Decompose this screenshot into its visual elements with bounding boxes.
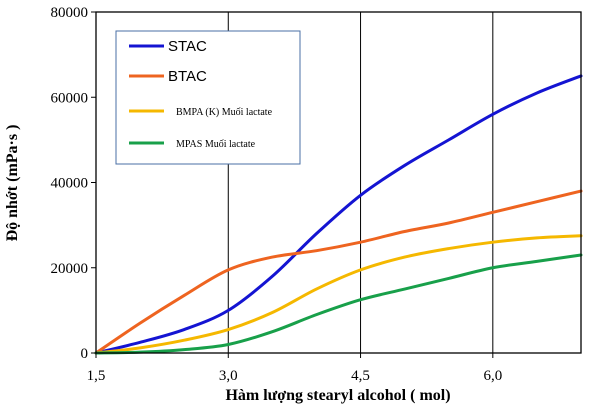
x-tick-label-0: 1,5 (87, 368, 106, 384)
legend-label-3: MPAS Muối lactate (176, 139, 256, 150)
series-line-2 (94, 234, 583, 355)
y-tick-label-0: 0 (81, 346, 89, 362)
x-tick-label-2: 4,5 (351, 368, 370, 384)
series-line-1 (94, 189, 583, 355)
x-axis-title: Hàm lượng stearyl alcohol ( mol) (225, 387, 450, 404)
legend-label-1: BTAC (168, 68, 207, 85)
series-lines (94, 74, 583, 355)
y-tick-labels: 0 20000 40000 60000 80000 (51, 5, 96, 362)
x-tick-label-1: 3,0 (219, 368, 238, 384)
y-tick-label-3: 60000 (51, 90, 89, 106)
legend-label-2: BMPA (K) Muối lactate (176, 107, 273, 118)
legend: STAC BTAC BMPA (K) Muối lactate MPAS Muối l… (115, 30, 301, 165)
x-tick-label-3: 6,0 (483, 368, 502, 384)
series-line-0 (94, 74, 583, 355)
y-axis-title: Độ nhớt (mPa·s ) (4, 125, 21, 242)
legend-label-0: STAC (168, 38, 207, 55)
y-tick-label-2: 40000 (51, 176, 89, 192)
y-tick-label-4: 80000 (51, 5, 89, 21)
x-tick-labels: 1,5 3,0 4,5 6,0 (87, 353, 502, 384)
y-tick-label-1: 20000 (51, 261, 89, 277)
series-line-3 (94, 253, 583, 355)
